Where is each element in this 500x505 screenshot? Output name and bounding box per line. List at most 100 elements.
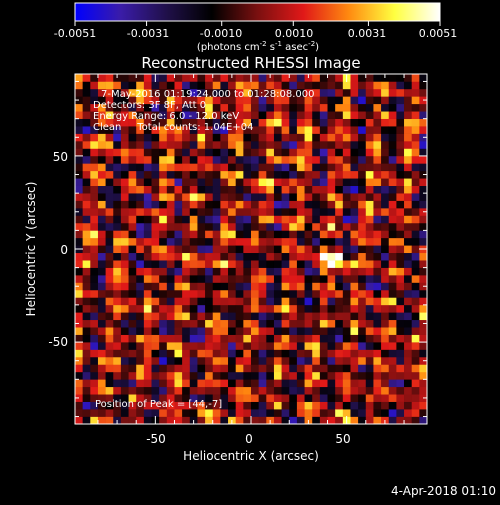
- heatmap-pixel: [120, 237, 129, 246]
- heatmap-pixel: [120, 245, 129, 254]
- heatmap-pixel: [143, 155, 152, 164]
- heatmap-pixel: [266, 401, 275, 410]
- heatmap-pixel: [182, 304, 191, 313]
- heatmap-pixel: [404, 260, 412, 268]
- heatmap-pixel: [411, 81, 420, 90]
- heatmap-pixel: [82, 200, 91, 209]
- heatmap-pixel: [136, 193, 145, 201]
- heatmap-pixel: [373, 208, 382, 216]
- heatmap-pixel: [373, 200, 382, 209]
- heatmap-pixel: [358, 193, 367, 201]
- heatmap-pixel: [143, 401, 152, 410]
- heatmap-pixel: [166, 394, 175, 402]
- heatmap-pixel: [189, 401, 198, 410]
- heatmap-pixel: [143, 141, 152, 149]
- heatmap-pixel: [75, 118, 83, 127]
- heatmap-pixel: [388, 193, 397, 201]
- heatmap-pixel: [174, 141, 183, 149]
- heatmap-pixel: [327, 349, 336, 358]
- heatmap-pixel: [327, 252, 336, 261]
- heatmap-pixel: [166, 304, 175, 313]
- heatmap-pixel: [128, 349, 137, 358]
- heatmap-pixel: [97, 163, 106, 172]
- heatmap-pixel: [182, 170, 191, 179]
- heatmap-pixel: [273, 215, 282, 224]
- colorbar: -0.0051 -0.0031 -0.0010 0.0010 0.0031 0.…: [54, 2, 457, 53]
- heatmap-pixel: [120, 260, 129, 268]
- heatmap-pixel: [304, 178, 313, 187]
- heatmap-pixel: [128, 327, 137, 335]
- heatmap-pixel: [381, 356, 390, 365]
- heatmap-pixel: [220, 245, 229, 254]
- heatmap-pixel: [182, 356, 191, 365]
- heatmap-pixel: [251, 163, 259, 172]
- heatmap-pixel: [404, 409, 412, 417]
- heatmap-pixel: [289, 185, 298, 194]
- heatmap-pixel: [289, 215, 298, 224]
- heatmap-pixel: [220, 252, 229, 261]
- heatmap-pixel: [228, 141, 236, 149]
- heatmap-pixel: [273, 312, 282, 321]
- heatmap-pixel: [396, 148, 405, 157]
- heatmap-pixel: [350, 118, 359, 127]
- heatmap-pixel: [174, 193, 183, 201]
- heatmap-pixel: [151, 386, 160, 395]
- heatmap-pixel: [411, 356, 420, 365]
- heatmap-pixel: [335, 356, 344, 365]
- heatmap-pixel: [235, 386, 244, 395]
- heatmap-pixel: [82, 327, 91, 335]
- heatmap-pixel: [235, 319, 244, 328]
- heatmap-pixel: [166, 371, 175, 380]
- heatmap-pixel: [97, 386, 106, 395]
- heatmap-pixel: [319, 297, 328, 306]
- heatmap-pixel: [220, 208, 229, 216]
- heatmap-pixel: [388, 409, 397, 417]
- heatmap-pixel: [273, 349, 282, 358]
- heatmap-pixel: [159, 103, 168, 112]
- heatmap-pixel: [243, 275, 252, 283]
- heatmap-pixel: [75, 141, 83, 149]
- heatmap-pixel: [205, 379, 214, 388]
- heatmap-pixel: [189, 208, 198, 216]
- heatmap-pixel: [273, 327, 282, 335]
- heatmap-pixel: [381, 275, 390, 283]
- heatmap-pixel: [381, 342, 390, 350]
- heatmap-pixel: [105, 371, 114, 380]
- heatmap-pixel: [381, 185, 390, 194]
- heatmap-pixel: [159, 371, 168, 380]
- heatmap-pixel: [151, 111, 160, 119]
- heatmap-pixel: [212, 118, 221, 127]
- heatmap-pixel: [388, 148, 397, 157]
- heatmap-pixel: [220, 356, 229, 365]
- heatmap-pixel: [281, 215, 290, 224]
- heatmap-pixel: [327, 155, 336, 164]
- heatmap-pixel: [189, 297, 198, 306]
- heatmap-pixel: [212, 297, 221, 306]
- heatmap-pixel: [396, 312, 405, 321]
- heatmap-pixel: [143, 282, 152, 291]
- heatmap-pixel: [273, 148, 282, 157]
- heatmap-pixel: [166, 401, 175, 410]
- heatmap-pixel: [220, 111, 229, 119]
- heatmap-pixel: [381, 245, 390, 254]
- heatmap-pixel: [350, 230, 359, 239]
- heatmap-pixel: [82, 304, 91, 313]
- heatmap-pixel: [358, 282, 367, 291]
- heatmap-pixel: [136, 267, 145, 276]
- heatmap-pixel: [289, 118, 298, 127]
- heatmap-pixel: [327, 222, 336, 231]
- heatmap-pixel: [136, 81, 145, 90]
- heatmap-pixel: [212, 364, 221, 373]
- heatmap-pixel: [120, 230, 129, 239]
- heatmap-pixel: [159, 409, 168, 417]
- heatmap-pixel: [151, 193, 160, 201]
- heatmap-pixel: [411, 111, 420, 119]
- x-tick-label: -50: [146, 432, 166, 446]
- heatmap-pixel: [350, 379, 359, 388]
- y-tick-label: 0: [60, 243, 68, 257]
- heatmap-pixel: [273, 88, 282, 97]
- heatmap-pixel: [220, 193, 229, 201]
- heatmap-pixel: [136, 96, 145, 105]
- heatmap-pixel: [273, 185, 282, 194]
- heatmap-pixel: [97, 215, 106, 224]
